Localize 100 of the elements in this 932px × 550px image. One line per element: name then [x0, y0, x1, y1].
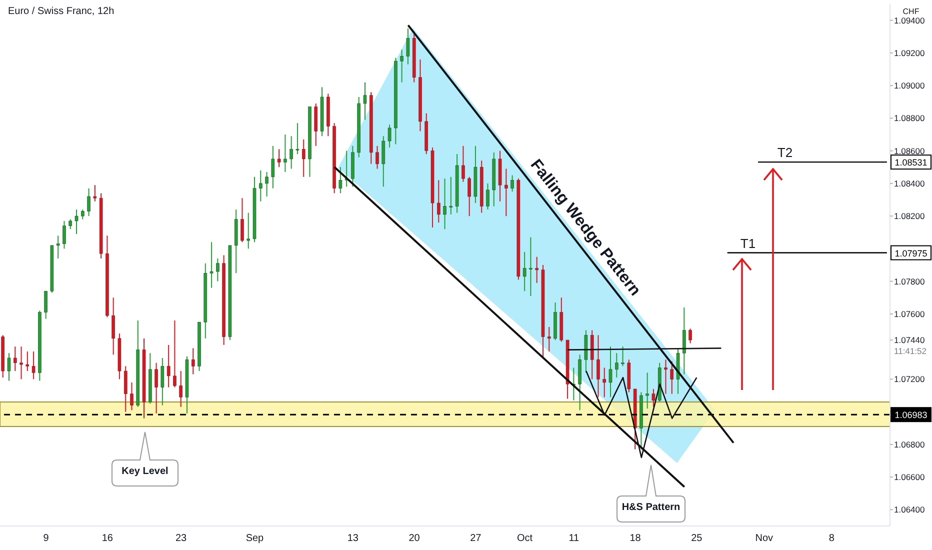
candlestick — [258, 170, 262, 202]
candlestick — [664, 359, 668, 394]
y-tick-label: 1.08400 — [894, 178, 925, 188]
candlestick — [87, 188, 90, 217]
x-tick-label: Nov — [755, 533, 774, 544]
x-tick-label: 9 — [43, 533, 50, 544]
candlestick — [246, 212, 250, 250]
candlestick — [652, 388, 656, 408]
y-tick-label: 1.09000 — [894, 80, 925, 91]
candlestick — [621, 346, 624, 367]
y-axis-title: CHF — [902, 7, 920, 16]
candlestick — [646, 372, 649, 410]
candlestick — [130, 382, 134, 411]
candlestick — [13, 346, 17, 372]
y-tick-label: 1.06800 — [894, 439, 925, 450]
chart-title: Euro / Swiss Franc, 12h — [8, 6, 114, 17]
candlestick — [271, 145, 275, 189]
text: 11:41:52 — [894, 346, 927, 356]
candlestick — [486, 182, 490, 210]
candlestick — [443, 178, 446, 230]
candlestick — [68, 218, 72, 230]
x-tick-label: Oct — [517, 533, 533, 544]
candlestick — [26, 350, 30, 372]
ref-line-label: 1.07975 — [894, 248, 928, 258]
annotation: T2 — [777, 145, 793, 160]
candlestick — [20, 346, 23, 380]
y-tick-label: 1.08800 — [894, 113, 925, 124]
candlestick — [388, 124, 392, 148]
candlestick — [382, 136, 386, 188]
y-tick-label: 1.08200 — [894, 211, 925, 222]
y-tick-label: 1.07440 — [894, 335, 925, 346]
candlestick — [191, 348, 195, 375]
candlestick — [32, 350, 36, 380]
candlestick — [302, 138, 306, 178]
candlestick — [290, 136, 293, 170]
candlestick — [670, 360, 674, 394]
ref-line-label: 1.06983 — [894, 410, 928, 420]
candlestick — [80, 209, 84, 220]
candlestick — [112, 297, 115, 356]
candlestick — [529, 236, 532, 296]
candlestick — [124, 366, 128, 412]
x-tick-label: 11 — [568, 533, 580, 544]
candlestick — [688, 328, 692, 344]
candlestick — [400, 49, 404, 83]
candlestick — [608, 346, 612, 398]
x-tick-label: 27 — [470, 533, 482, 544]
candlestick — [468, 176, 471, 217]
candlestick — [166, 344, 170, 388]
candlestick — [547, 326, 551, 352]
candlestick — [173, 320, 176, 388]
candlestick — [510, 174, 514, 192]
candlestick — [265, 172, 268, 197]
x-tick-label: 16 — [102, 533, 114, 544]
ref-line-label: 1.08531 — [894, 158, 928, 168]
candlestick — [436, 180, 440, 224]
annotation: T1 — [740, 236, 756, 251]
x-tick-label: Sep — [246, 533, 264, 544]
candlestick — [504, 168, 508, 217]
candlestick — [216, 258, 220, 282]
y-tick-label: 1.06600 — [894, 472, 925, 482]
annotation: H&S Pattern — [622, 502, 680, 513]
y-tick-label: 1.09200 — [894, 48, 925, 58]
candlestick — [179, 370, 182, 408]
y-tick-label: 1.07600 — [894, 308, 925, 319]
y-tick-label: 1.08600 — [894, 146, 925, 156]
candlestick — [62, 220, 66, 250]
y-tick-label: 1.07800 — [894, 276, 925, 286]
candlestick — [284, 134, 287, 173]
candlestick — [93, 184, 97, 202]
candlestick — [602, 367, 606, 398]
candlestick — [296, 122, 300, 155]
candlestick — [522, 251, 526, 292]
annotation: Key Level — [122, 466, 169, 477]
x-tick-label: 23 — [176, 533, 188, 544]
candlestick — [74, 209, 78, 235]
candlestick — [406, 28, 410, 65]
x-tick-label: 8 — [828, 533, 835, 544]
candlestick — [614, 352, 618, 378]
candlestick — [44, 290, 48, 320]
y-tick-label: 1.06400 — [894, 504, 925, 515]
candlestick — [363, 82, 367, 120]
candlestick — [596, 334, 600, 398]
candlestick — [210, 242, 214, 288]
candlestick — [56, 235, 60, 259]
candlestick — [277, 148, 281, 168]
y-tick-label: 1.09400 — [894, 15, 925, 26]
x-tick-label: 18 — [630, 533, 642, 544]
candlestick — [376, 145, 379, 170]
candlestick — [7, 352, 11, 382]
candlestick — [338, 166, 342, 194]
y-tick-label: 1.07200 — [894, 374, 925, 384]
candlestick — [449, 176, 453, 215]
candlestick — [160, 357, 164, 406]
candlestick — [682, 306, 686, 375]
x-tick-label: 13 — [347, 533, 359, 544]
candlestick — [154, 362, 158, 414]
candlestick — [535, 256, 538, 284]
candlestick — [240, 198, 244, 243]
x-tick-label: 20 — [408, 533, 420, 544]
x-tick-label: 25 — [691, 533, 703, 544]
